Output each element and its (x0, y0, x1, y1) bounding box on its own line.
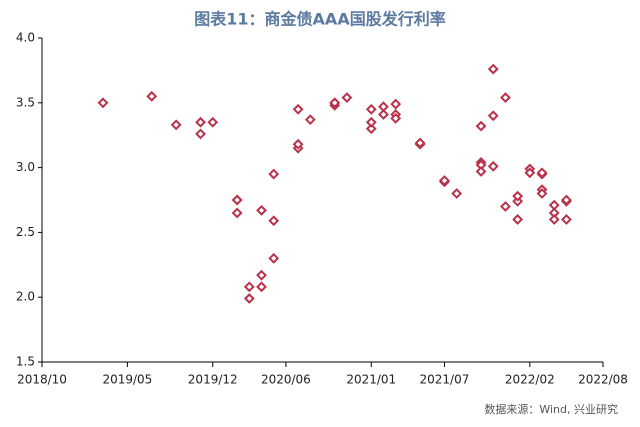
y-tick-label: 2.5 (16, 225, 35, 239)
point (256, 269, 267, 281)
point (195, 116, 206, 128)
x-tick-label: 2021/07 (420, 373, 470, 387)
point (512, 190, 524, 202)
point (475, 166, 487, 177)
point (341, 92, 353, 104)
y-tick-label: 1.5 (16, 355, 35, 369)
point (451, 188, 463, 199)
point (207, 116, 219, 128)
y-tick-label: 2.0 (16, 290, 35, 304)
point (512, 214, 524, 225)
point (365, 116, 377, 128)
point (195, 128, 206, 140)
point (390, 98, 402, 110)
y-tick-label: 3.5 (16, 95, 35, 109)
point (487, 110, 499, 122)
point (243, 293, 255, 304)
point (439, 175, 450, 186)
source-note: 数据来源：Wind, 兴业研究 (484, 402, 618, 416)
point (487, 63, 499, 75)
point (170, 119, 182, 131)
point (256, 204, 267, 216)
point (365, 123, 377, 135)
point (268, 215, 280, 227)
x-tick-label: 2022/08 (578, 373, 628, 387)
point (560, 194, 572, 206)
chart-title: 图表11：商金债AAA国股发行利率 (194, 10, 445, 29)
point (292, 103, 304, 115)
point (268, 252, 280, 264)
point (231, 207, 243, 219)
point (548, 214, 560, 225)
point (378, 109, 389, 120)
point (292, 138, 304, 150)
point (475, 120, 487, 132)
point (231, 194, 243, 206)
x-tick-label: 2019/05 (102, 373, 152, 387)
point (365, 103, 377, 115)
point (548, 199, 560, 211)
x-tick-label: 2021/01 (346, 373, 396, 387)
point (524, 167, 536, 179)
y-tick-label: 4.0 (16, 31, 35, 45)
point (500, 201, 511, 212)
point (256, 281, 267, 293)
point (414, 137, 426, 149)
point (243, 281, 255, 293)
point (304, 114, 316, 126)
x-tick-label: 2019/12 (188, 373, 238, 387)
point (97, 97, 109, 109)
y-tick-label: 3.0 (16, 160, 35, 174)
point (146, 90, 158, 102)
point (560, 214, 572, 225)
point (536, 188, 548, 199)
x-tick-label: 2018/10 (17, 373, 67, 387)
x-tick-label: 2020/06 (261, 373, 311, 387)
point (500, 92, 511, 104)
point (378, 101, 389, 113)
point (268, 168, 280, 180)
x-tick-label: 2022/02 (505, 373, 555, 387)
point (536, 167, 548, 179)
point (329, 97, 341, 109)
point (390, 112, 402, 124)
point (487, 160, 499, 172)
